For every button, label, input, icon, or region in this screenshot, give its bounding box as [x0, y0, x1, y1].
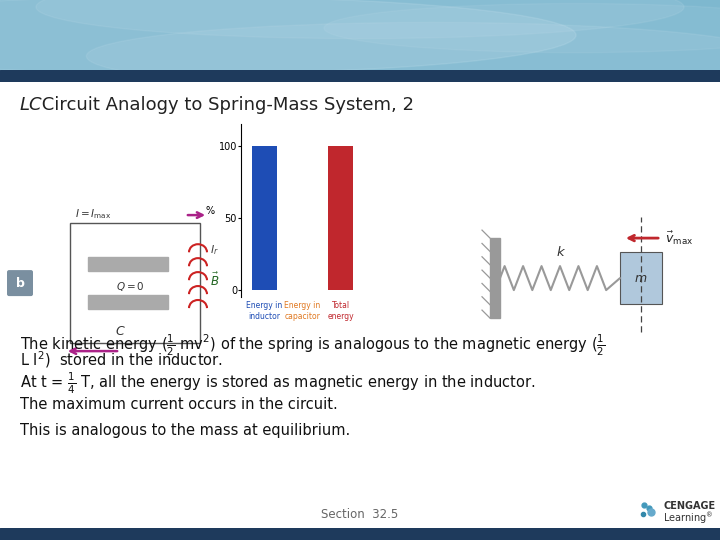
FancyBboxPatch shape [7, 270, 33, 296]
Text: $C$: $C$ [114, 325, 125, 338]
Text: Total
energy: Total energy [328, 301, 354, 321]
Text: $Q = 0$: $Q = 0$ [116, 280, 145, 293]
Text: The maximum current occurs in the circuit.: The maximum current occurs in the circui… [20, 397, 338, 412]
Text: LC: LC [20, 96, 42, 114]
Text: $I_r$: $I_r$ [210, 243, 219, 257]
Text: The kinetic energy ($\frac{1}{2}$ mv$^2$) of the spring is analogous to the magn: The kinetic energy ($\frac{1}{2}$ mv$^2$… [20, 333, 606, 359]
Text: b: b [16, 276, 24, 289]
Text: Energy in
capacitor: Energy in capacitor [284, 301, 320, 321]
Text: m: m [635, 272, 647, 285]
Y-axis label: %: % [206, 206, 215, 215]
Circle shape [36, 0, 684, 38]
Text: k: k [556, 246, 564, 259]
Bar [328, 146, 353, 290]
Bar [252, 146, 276, 290]
Bar [490, 238, 500, 318]
Text: At t = $\frac{1}{4}$ T, all the energy is stored as magnetic energy in the induc: At t = $\frac{1}{4}$ T, all the energy i… [20, 371, 536, 396]
Bar [70, 223, 200, 343]
Text: $\vec{v}_{\max}$: $\vec{v}_{\max}$ [665, 230, 693, 247]
Text: L I$^2$)  stored in the inductor.: L I$^2$) stored in the inductor. [20, 349, 223, 370]
Circle shape [0, 0, 576, 74]
Text: Circuit Analogy to Spring-Mass System, 2: Circuit Analogy to Spring-Mass System, 2 [36, 96, 414, 114]
Text: CENGAGE: CENGAGE [663, 501, 715, 511]
Bar [88, 257, 168, 271]
Text: This is analogous to the mass at equilibrium.: This is analogous to the mass at equilib… [20, 423, 350, 438]
Text: Learning$^\circledR$: Learning$^\circledR$ [663, 510, 714, 526]
Text: Section  32.5: Section 32.5 [321, 508, 399, 521]
Bar [620, 252, 662, 304]
Circle shape [86, 23, 720, 90]
Text: $\vec{B}$: $\vec{B}$ [210, 272, 220, 289]
Text: Energy in
inductor: Energy in inductor [246, 301, 282, 321]
Text: $I = I_{\max}$: $I = I_{\max}$ [75, 207, 112, 221]
Circle shape [324, 3, 720, 52]
Bar [88, 295, 168, 309]
